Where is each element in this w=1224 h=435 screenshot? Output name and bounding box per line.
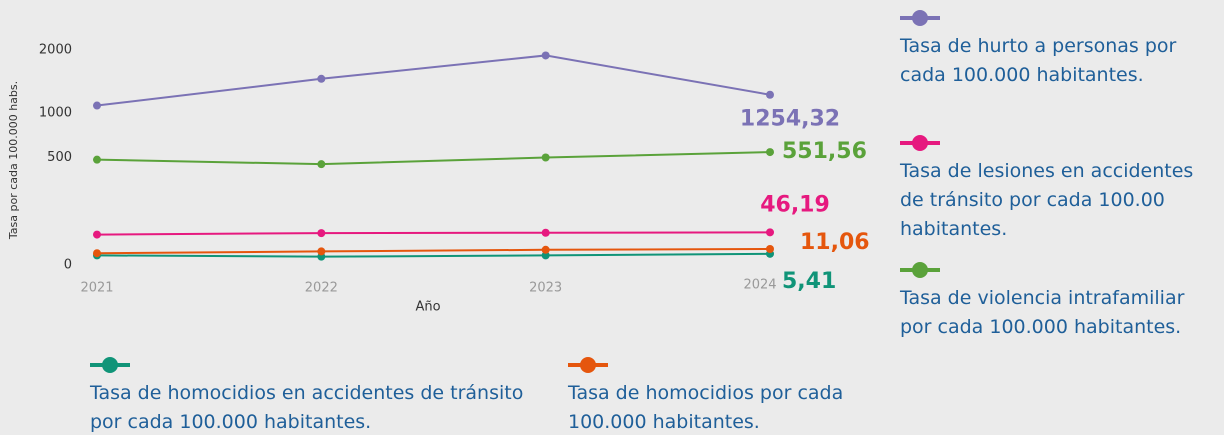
legend-text: Tasa de lesiones en accidentes de tránsi… [900,160,1194,240]
point [541,153,550,162]
series-line [96,54,771,107]
legend-marker [900,10,940,26]
point [541,228,550,237]
point [93,249,101,258]
x-tick-label: 2024 [743,278,776,293]
series-line [96,252,771,258]
point [93,230,101,239]
point [541,251,550,260]
data-label: 46,19 [760,192,830,217]
legend-item: Tasa de homocidios por cada 100.000 habi… [568,355,888,435]
legend-marker [900,135,940,151]
point [317,247,326,256]
y-tick-label: 500 [47,150,72,165]
y-tick-label: 2000 [39,43,72,58]
x-axis-label: Año [415,300,440,315]
series-line [96,248,771,255]
legend-item: Tasa de lesiones en accidentes de tránsi… [900,133,1200,244]
point [766,90,774,99]
data-label: 5,41 [782,269,836,294]
x-tick-label: 2021 [80,281,113,296]
legend-item: Tasa de hurto a personas por cada 100.00… [900,8,1210,90]
legend-dot [912,135,928,151]
y-tick-label: 1000 [39,105,72,120]
legend-text: Tasa de homocidios en accidentes de trán… [90,382,524,433]
point [93,155,101,164]
series-line [96,231,771,236]
point [541,51,550,60]
y-axis-label: Tasa por cada 100.000 habs. [7,81,20,240]
legend-dot [912,262,928,278]
data-label: 11,06 [800,230,870,255]
legend-marker [568,357,608,373]
legend-item: Tasa de homocidios en accidentes de trán… [90,355,540,435]
legend-dot [102,357,118,373]
series-line [96,151,771,166]
point [93,101,101,110]
point [766,148,774,157]
legend-text: Tasa de hurto a personas por cada 100.00… [900,35,1177,86]
x-tick-label: 2022 [305,281,338,296]
legend-marker [90,357,130,373]
legend-marker [900,262,940,278]
legend-text: Tasa de homocidios por cada 100.000 habi… [568,382,844,433]
point [317,229,326,238]
legend-text: Tasa de violencia intrafamiliar por cada… [900,287,1185,338]
point [541,245,550,254]
legend-item: Tasa de violencia intrafamiliar por cada… [900,260,1220,342]
x-tick-label: 2023 [529,281,562,296]
data-label: 551,56 [782,139,867,164]
y-tick-label: 0 [64,258,72,273]
legend-dot [912,10,928,26]
legend-dot [580,357,596,373]
data-label: 1254,32 [740,107,840,132]
point [317,160,326,169]
point [766,245,774,254]
point [317,74,326,83]
point [766,228,774,237]
